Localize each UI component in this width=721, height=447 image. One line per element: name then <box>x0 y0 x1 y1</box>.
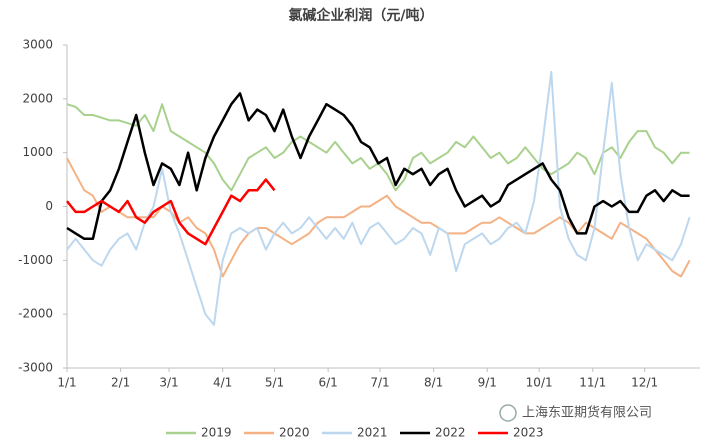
x-tick-label: 4/1 <box>213 376 232 390</box>
y-tick-label: 1000 <box>22 145 53 159</box>
y-tick-label: 2000 <box>22 91 53 105</box>
watermark: 上海东亚期货有限公司 <box>522 405 652 421</box>
watermark-group: 上海东亚期货有限公司 <box>499 404 652 422</box>
x-tick-label: 3/1 <box>159 376 178 390</box>
y-tick-label: 0 <box>45 199 53 213</box>
x-tick-label: 12/1 <box>631 376 658 390</box>
x-tick-label: 2/1 <box>111 376 130 390</box>
legend-label: 2023 <box>513 426 544 440</box>
y-tick-label: 3000 <box>22 38 53 52</box>
series-line <box>66 92 690 241</box>
watermark-icon <box>499 404 517 422</box>
x-tick-label: 5/1 <box>265 376 284 390</box>
x-tick-label: 10/1 <box>526 376 553 390</box>
x-tick-label: 9/1 <box>478 376 497 390</box>
legend-label: 2020 <box>279 426 310 440</box>
legend-label: 2019 <box>201 426 232 440</box>
legend-label: 2022 <box>435 426 466 440</box>
x-tick-label: 8/1 <box>424 376 443 390</box>
x-tick-label: 1/1 <box>57 376 76 390</box>
x-tick-label: 6/1 <box>318 376 337 390</box>
y-tick-label: -3000 <box>18 361 53 375</box>
legend-label: 2021 <box>357 426 388 440</box>
series-line <box>66 70 691 326</box>
y-tick-label: -2000 <box>18 307 53 321</box>
chart-title: 氯碱企业利润（元/吨） <box>288 7 433 24</box>
series-line <box>66 178 276 246</box>
x-tick-label: 7/1 <box>370 376 389 390</box>
y-tick-label: -1000 <box>18 253 53 267</box>
x-tick-label: 11/1 <box>579 376 606 390</box>
